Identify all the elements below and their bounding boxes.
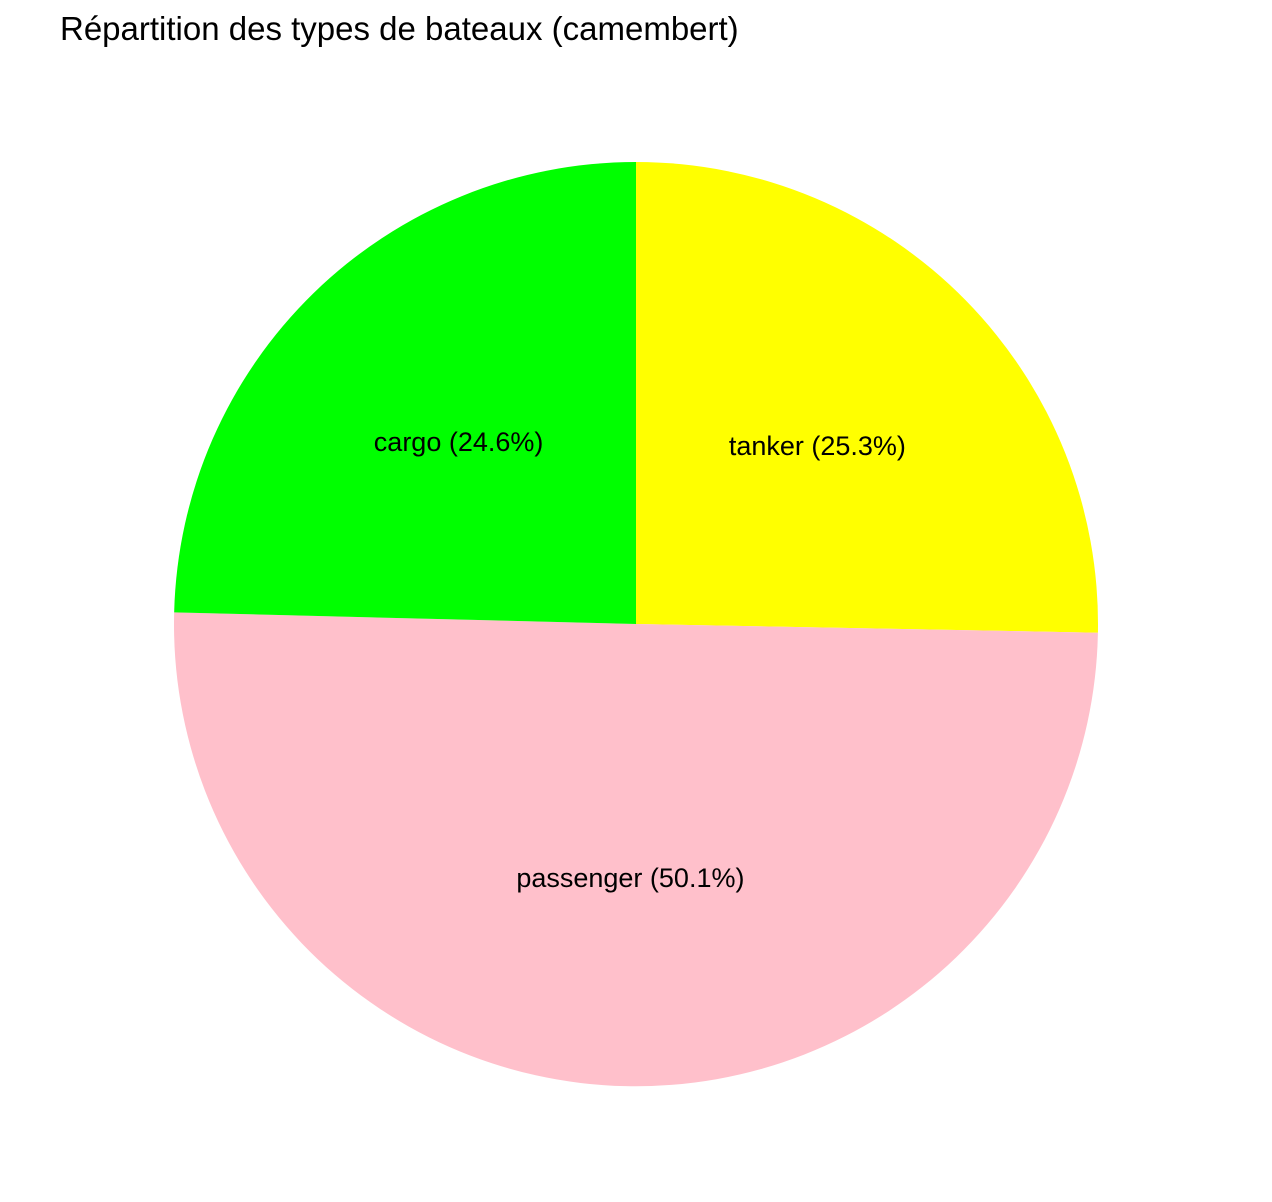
- pie-slice-passenger: [173, 612, 1098, 1087]
- chart-title: Répartition des types de bateaux (camemb…: [60, 10, 739, 47]
- pie-labels: tanker (25.3%) passenger (50.1%) cargo (24…: [374, 427, 906, 893]
- pie-slice-cargo: [174, 162, 636, 624]
- pie-slices: [173, 162, 1099, 1087]
- pie-slice-tanker: [636, 162, 1099, 633]
- slice-label-tanker: tanker (25.3%): [729, 431, 906, 461]
- slice-label-passenger: passenger (50.1%): [516, 863, 744, 893]
- slice-label-cargo: cargo (24.6%): [374, 427, 544, 457]
